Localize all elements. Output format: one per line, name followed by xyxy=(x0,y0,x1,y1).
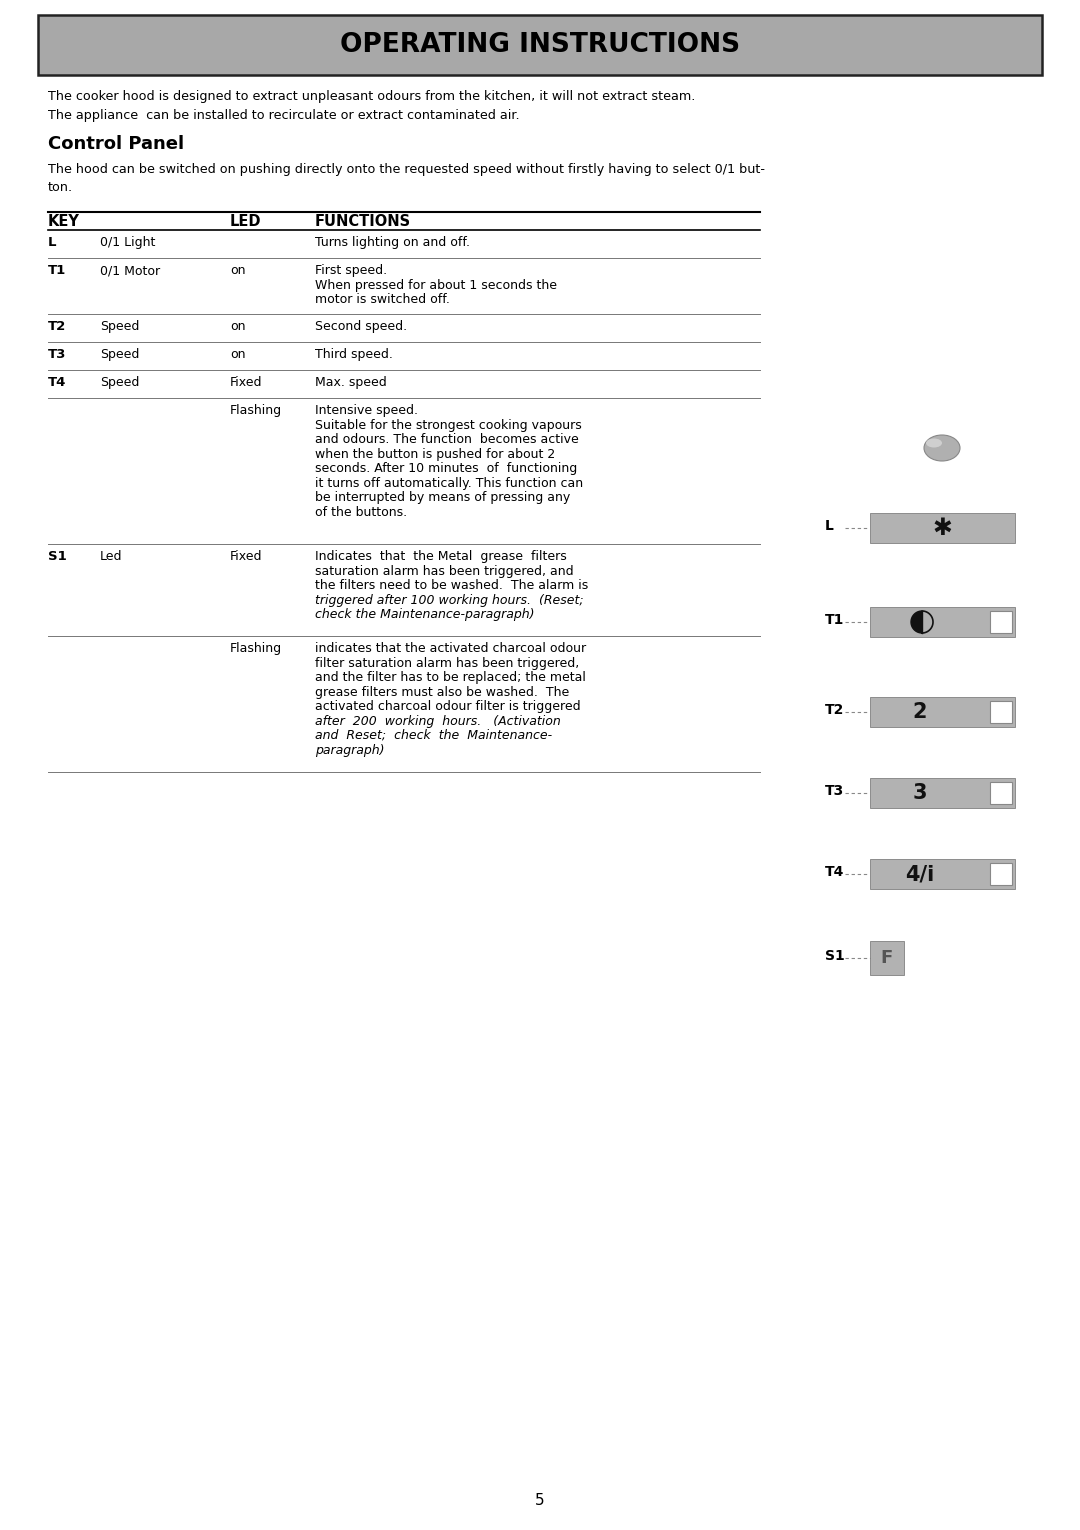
Text: L: L xyxy=(48,236,56,249)
Text: indicates that the activated charcoal odour: indicates that the activated charcoal od… xyxy=(315,643,586,655)
Text: Control Panel: Control Panel xyxy=(48,135,184,153)
Text: Suitable for the strongest cooking vapours: Suitable for the strongest cooking vapou… xyxy=(315,419,582,431)
Text: seconds. After 10 minutes  of  functioning: seconds. After 10 minutes of functioning xyxy=(315,462,577,474)
Text: paragraph): paragraph) xyxy=(315,744,384,756)
FancyBboxPatch shape xyxy=(870,777,1015,808)
FancyBboxPatch shape xyxy=(870,513,1015,543)
Text: ✱: ✱ xyxy=(932,516,951,540)
Ellipse shape xyxy=(924,435,960,461)
Text: T4: T4 xyxy=(825,864,845,880)
Text: on: on xyxy=(230,347,245,361)
Text: and  Reset;  check  the  Maintenance-: and Reset; check the Maintenance- xyxy=(315,728,552,742)
Text: 4/i: 4/i xyxy=(905,864,934,884)
Text: Speed: Speed xyxy=(100,376,139,389)
Text: on: on xyxy=(230,265,245,277)
Text: First speed.: First speed. xyxy=(315,265,387,277)
Text: T1: T1 xyxy=(825,614,845,627)
Text: and the filter has to be replaced; the metal: and the filter has to be replaced; the m… xyxy=(315,672,585,684)
FancyBboxPatch shape xyxy=(870,607,1015,636)
FancyBboxPatch shape xyxy=(870,858,1015,889)
Text: S1: S1 xyxy=(825,949,845,962)
Text: Turns lighting on and off.: Turns lighting on and off. xyxy=(315,236,470,249)
Text: S1: S1 xyxy=(48,549,67,563)
Text: 0/1 Motor: 0/1 Motor xyxy=(100,265,160,277)
Text: FUNCTIONS: FUNCTIONS xyxy=(315,214,411,230)
Text: ton.: ton. xyxy=(48,181,73,194)
Text: T2: T2 xyxy=(48,320,66,334)
FancyBboxPatch shape xyxy=(870,941,904,975)
Text: F: F xyxy=(881,949,893,967)
Text: Fixed: Fixed xyxy=(230,549,262,563)
Text: check the Maintenance-paragraph): check the Maintenance-paragraph) xyxy=(315,607,535,621)
FancyBboxPatch shape xyxy=(990,863,1012,884)
Text: T3: T3 xyxy=(48,347,66,361)
Text: T4: T4 xyxy=(48,376,66,389)
Text: the filters need to be washed.  The alarm is: the filters need to be washed. The alarm… xyxy=(315,578,589,592)
Text: LED: LED xyxy=(230,214,261,230)
Text: after  200  working  hours.   (Activation: after 200 working hours. (Activation xyxy=(315,715,561,727)
Text: Speed: Speed xyxy=(100,347,139,361)
Text: filter saturation alarm has been triggered,: filter saturation alarm has been trigger… xyxy=(315,656,579,670)
FancyBboxPatch shape xyxy=(38,15,1042,75)
Text: L: L xyxy=(825,519,834,532)
Text: of the buttons.: of the buttons. xyxy=(315,505,407,519)
Text: activated charcoal odour filter is triggered: activated charcoal odour filter is trigg… xyxy=(315,701,581,713)
FancyBboxPatch shape xyxy=(870,698,1015,727)
Text: Second speed.: Second speed. xyxy=(315,320,407,334)
Text: 2: 2 xyxy=(913,702,928,722)
Text: Led: Led xyxy=(100,549,122,563)
Polygon shape xyxy=(912,610,922,633)
Text: The hood can be switched on pushing directly onto the requested speed without fi: The hood can be switched on pushing dire… xyxy=(48,164,765,176)
Text: The appliance  can be installed to recirculate or extract contaminated air.: The appliance can be installed to recirc… xyxy=(48,109,519,122)
Text: Flashing: Flashing xyxy=(230,643,282,655)
FancyBboxPatch shape xyxy=(990,701,1012,724)
Text: T2: T2 xyxy=(825,702,845,718)
FancyBboxPatch shape xyxy=(990,782,1012,803)
Text: 3: 3 xyxy=(913,783,928,803)
Text: Fixed: Fixed xyxy=(230,376,262,389)
Text: be interrupted by means of pressing any: be interrupted by means of pressing any xyxy=(315,491,570,503)
Ellipse shape xyxy=(926,439,942,447)
Text: Indicates  that  the Metal  grease  filters: Indicates that the Metal grease filters xyxy=(315,549,567,563)
Text: Max. speed: Max. speed xyxy=(315,376,387,389)
Text: triggered after 100 working hours.  (Reset;: triggered after 100 working hours. (Rese… xyxy=(315,594,583,606)
Text: When pressed for about 1 seconds the: When pressed for about 1 seconds the xyxy=(315,278,557,292)
Text: on: on xyxy=(230,320,245,334)
Text: saturation alarm has been triggered, and: saturation alarm has been triggered, and xyxy=(315,565,573,577)
Text: it turns off automatically. This function can: it turns off automatically. This functio… xyxy=(315,476,583,490)
Text: The cooker hood is designed to extract unpleasant odours from the kitchen, it wi: The cooker hood is designed to extract u… xyxy=(48,90,696,103)
Text: 0/1 Light: 0/1 Light xyxy=(100,236,156,249)
Text: Third speed.: Third speed. xyxy=(315,347,393,361)
Text: when the button is pushed for about 2: when the button is pushed for about 2 xyxy=(315,447,555,461)
Text: OPERATING INSTRUCTIONS: OPERATING INSTRUCTIONS xyxy=(340,32,740,58)
Text: and odours. The function  becomes active: and odours. The function becomes active xyxy=(315,433,579,447)
Text: Speed: Speed xyxy=(100,320,139,334)
FancyBboxPatch shape xyxy=(990,610,1012,633)
Text: T3: T3 xyxy=(825,783,845,799)
Text: Intensive speed.: Intensive speed. xyxy=(315,404,418,418)
Text: motor is switched off.: motor is switched off. xyxy=(315,294,450,306)
Text: 5: 5 xyxy=(536,1493,544,1509)
Text: grease filters must also be washed.  The: grease filters must also be washed. The xyxy=(315,685,569,699)
Text: T1: T1 xyxy=(48,265,66,277)
Text: KEY: KEY xyxy=(48,214,80,230)
Text: Flashing: Flashing xyxy=(230,404,282,418)
